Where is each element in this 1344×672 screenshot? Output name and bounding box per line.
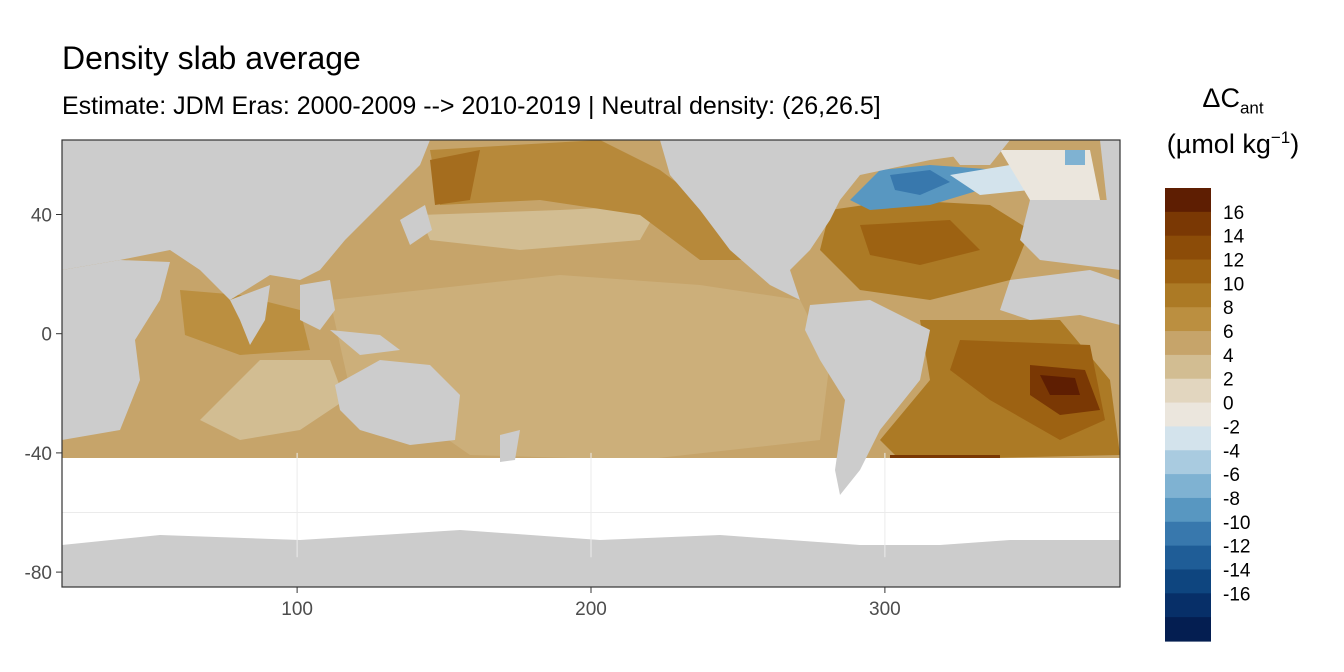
arctic-spot [1065, 150, 1085, 165]
legend-label: 12 [1223, 251, 1244, 272]
x-axis: 100 200 300 [281, 587, 901, 620]
legend-label: -16 [1223, 584, 1250, 605]
legend-swatch [1165, 426, 1211, 451]
legend-swatch [1165, 378, 1211, 404]
legend-label: 8 [1223, 298, 1234, 319]
legend-label: -4 [1223, 441, 1240, 462]
legend-swatch [1165, 235, 1211, 261]
indian-pale-region [200, 360, 345, 440]
legend-subscript: ant [1239, 98, 1264, 118]
x-tick-label: 100 [281, 599, 313, 620]
legend-unit: (µmol kg [1166, 129, 1271, 160]
legend-label: -8 [1223, 489, 1240, 510]
legend-label: 16 [1223, 203, 1244, 224]
legend-swatch [1165, 307, 1211, 332]
legend-swatch [1165, 402, 1211, 428]
x-tick-label: 300 [869, 599, 901, 620]
legend-label: 0 [1223, 394, 1234, 415]
legend-swatch [1165, 497, 1211, 523]
legend-unit-exponent: −1 [1270, 128, 1291, 148]
legend-swatch [1165, 474, 1211, 499]
north-pacific-dark-region [430, 140, 780, 260]
legend-swatch [1165, 354, 1211, 380]
chart-title: Density slab average [62, 40, 361, 76]
y-tick-label: 40 [31, 206, 52, 227]
y-tick-label: -40 [25, 444, 52, 465]
legend-swatch [1165, 545, 1211, 571]
y-axis: 40 0 -40 -80 [25, 206, 62, 584]
south-atlantic-core [950, 340, 1105, 440]
legend-swatch [1165, 283, 1211, 308]
subpolar-light [950, 165, 1030, 195]
kuroshio-region [430, 150, 480, 205]
legend-swatch [1165, 259, 1211, 284]
legend-label: 4 [1223, 346, 1234, 367]
legend-label: 10 [1223, 274, 1244, 295]
legend-swatch [1165, 521, 1211, 547]
gridlines [62, 452, 1120, 558]
legend-label: -14 [1223, 560, 1251, 581]
y-tick-label: 0 [41, 325, 52, 346]
legend-swatch [1165, 569, 1211, 594]
legend-swatch [1165, 450, 1211, 475]
legend-swatch [1165, 617, 1211, 642]
legend-unit-close: ) [1290, 129, 1300, 160]
legend-label: 6 [1223, 322, 1234, 343]
south-atlantic-peak [1040, 375, 1080, 395]
legend-label: 14 [1223, 227, 1245, 248]
y-tick-label: -80 [25, 563, 52, 584]
legend-swatch [1165, 331, 1211, 356]
chart-subtitle: Estimate: JDM Eras: 2000-2009 --> 2010-2… [62, 92, 881, 120]
north-pacific-pale-band [420, 205, 660, 250]
x-tick-label: 200 [575, 599, 607, 620]
legend-label: 2 [1223, 370, 1234, 391]
legend-swatch [1165, 593, 1211, 618]
legend-label: -6 [1223, 465, 1240, 486]
legend-label: -12 [1223, 537, 1250, 558]
legend-swatch [1165, 188, 1211, 213]
map-panel [62, 140, 1120, 587]
legend-label: -2 [1223, 417, 1240, 438]
labrador-core [890, 170, 950, 195]
legend-symbol: ΔC [1202, 83, 1240, 113]
legend-title: ΔCant (µmol kg−1) [1158, 84, 1308, 159]
legend-swatch [1165, 211, 1211, 237]
land [62, 140, 1120, 587]
legend-label: -10 [1223, 513, 1250, 534]
north-atlantic-core [860, 220, 980, 265]
